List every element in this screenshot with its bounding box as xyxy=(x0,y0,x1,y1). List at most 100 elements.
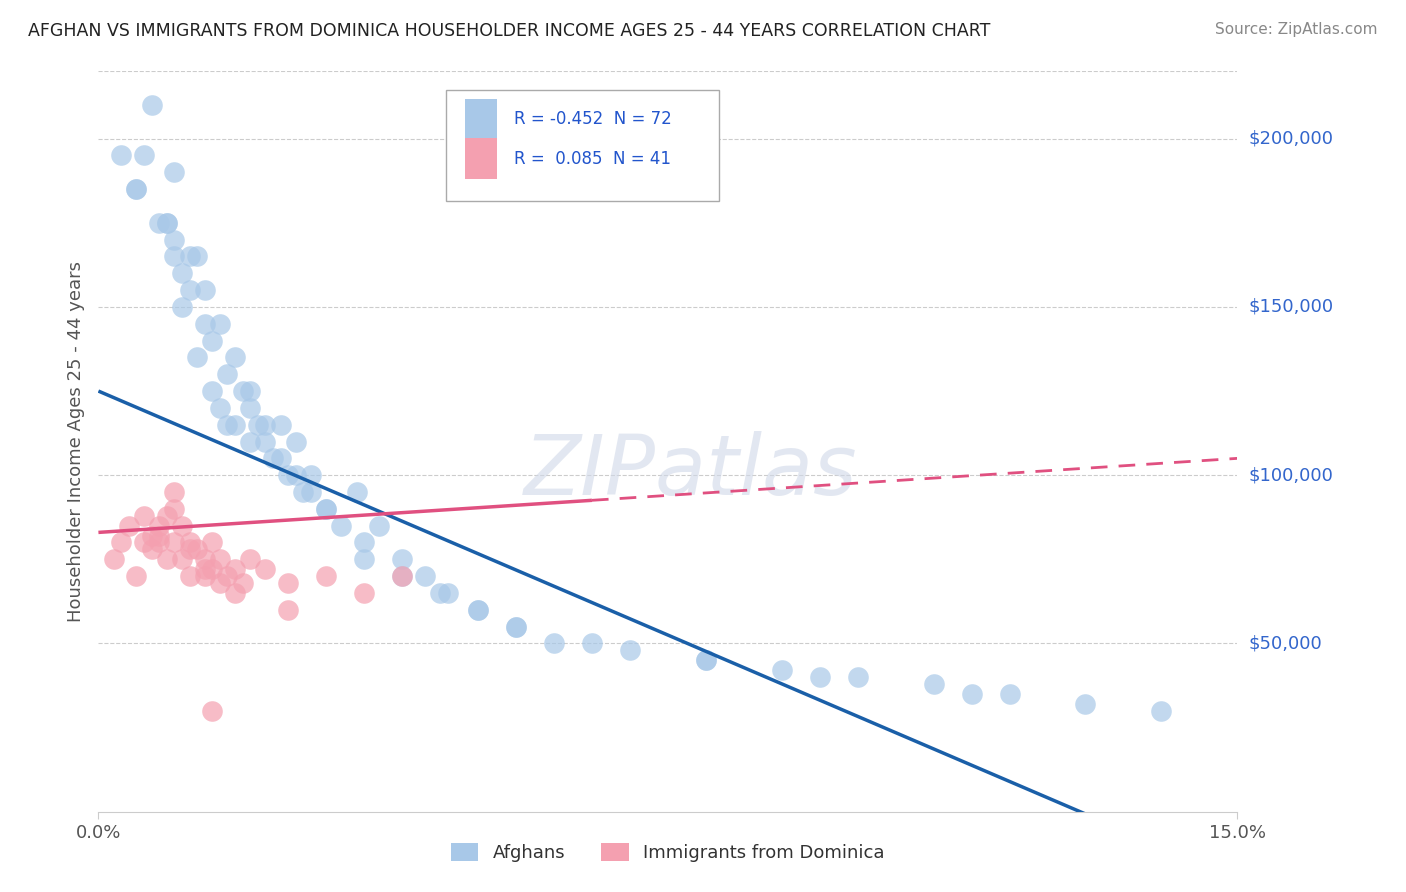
Point xyxy=(103,552,125,566)
Point xyxy=(179,250,201,264)
Point xyxy=(330,518,353,533)
Point xyxy=(201,384,224,398)
Point xyxy=(467,603,489,617)
Point xyxy=(224,417,246,432)
Point xyxy=(391,552,413,566)
Point xyxy=(148,535,170,549)
Point xyxy=(125,182,148,196)
Point xyxy=(163,485,186,500)
Point xyxy=(179,535,201,549)
Point xyxy=(110,148,132,162)
Point xyxy=(353,535,375,549)
Point xyxy=(170,300,193,314)
Point xyxy=(299,468,322,483)
Point xyxy=(770,664,793,678)
Point xyxy=(232,575,254,590)
Point xyxy=(170,518,193,533)
Point xyxy=(208,552,231,566)
Point xyxy=(277,575,299,590)
Point xyxy=(179,542,201,557)
Point xyxy=(315,501,337,516)
Point xyxy=(201,535,224,549)
Point xyxy=(163,233,186,247)
Point xyxy=(505,619,527,633)
Point xyxy=(239,401,262,415)
Text: $100,000: $100,000 xyxy=(1249,467,1333,484)
Point xyxy=(148,518,170,533)
Point xyxy=(270,417,292,432)
Point xyxy=(1074,697,1097,711)
Text: R =  0.085  N = 41: R = 0.085 N = 41 xyxy=(515,150,671,168)
Point xyxy=(429,586,451,600)
Point xyxy=(125,182,148,196)
Point xyxy=(391,569,413,583)
Point xyxy=(254,417,277,432)
Point xyxy=(960,687,983,701)
Point xyxy=(217,569,239,583)
Text: ZIPatlas: ZIPatlas xyxy=(524,431,858,512)
Point xyxy=(194,552,217,566)
Point xyxy=(208,317,231,331)
Point xyxy=(217,368,239,382)
Point xyxy=(543,636,565,650)
Point xyxy=(186,351,208,365)
Point xyxy=(224,351,246,365)
Point xyxy=(141,529,163,543)
Text: R = -0.452  N = 72: R = -0.452 N = 72 xyxy=(515,111,672,128)
Point xyxy=(110,535,132,549)
Point xyxy=(232,384,254,398)
FancyBboxPatch shape xyxy=(465,99,498,140)
Point xyxy=(353,552,375,566)
Point xyxy=(179,283,201,297)
FancyBboxPatch shape xyxy=(446,90,718,201)
Point xyxy=(170,266,193,280)
Point xyxy=(270,451,292,466)
Point xyxy=(467,603,489,617)
Point xyxy=(315,569,337,583)
Point xyxy=(163,165,186,179)
Point xyxy=(163,535,186,549)
Point xyxy=(284,468,307,483)
Point xyxy=(141,98,163,112)
Point xyxy=(170,552,193,566)
Text: AFGHAN VS IMMIGRANTS FROM DOMINICA HOUSEHOLDER INCOME AGES 25 - 44 YEARS CORRELA: AFGHAN VS IMMIGRANTS FROM DOMINICA HOUSE… xyxy=(28,22,990,40)
Legend: Afghans, Immigrants from Dominica: Afghans, Immigrants from Dominica xyxy=(444,836,891,870)
Point xyxy=(1150,704,1173,718)
Point xyxy=(194,317,217,331)
Point xyxy=(201,562,224,576)
Point xyxy=(846,670,869,684)
Y-axis label: Householder Income Ages 25 - 44 years: Householder Income Ages 25 - 44 years xyxy=(66,261,84,622)
Point xyxy=(132,148,155,162)
Point xyxy=(998,687,1021,701)
Point xyxy=(163,501,186,516)
Point xyxy=(208,575,231,590)
Text: $50,000: $50,000 xyxy=(1249,634,1322,652)
Point xyxy=(391,569,413,583)
Point xyxy=(201,704,224,718)
Point xyxy=(148,529,170,543)
Point xyxy=(922,677,945,691)
Point xyxy=(156,508,179,523)
Point xyxy=(208,401,231,415)
FancyBboxPatch shape xyxy=(465,138,498,179)
Point xyxy=(284,434,307,449)
Point xyxy=(194,283,217,297)
Point xyxy=(186,250,208,264)
Point xyxy=(315,501,337,516)
Point xyxy=(224,562,246,576)
Point xyxy=(132,535,155,549)
Point xyxy=(254,434,277,449)
Point xyxy=(346,485,368,500)
Point xyxy=(156,216,179,230)
Point xyxy=(262,451,284,466)
Point xyxy=(299,485,322,500)
Point xyxy=(246,417,269,432)
Point xyxy=(118,518,141,533)
Point xyxy=(292,485,315,500)
Point xyxy=(163,250,186,264)
Point xyxy=(217,417,239,432)
Point xyxy=(239,384,262,398)
Point xyxy=(125,569,148,583)
Point xyxy=(695,653,717,667)
Point xyxy=(277,603,299,617)
